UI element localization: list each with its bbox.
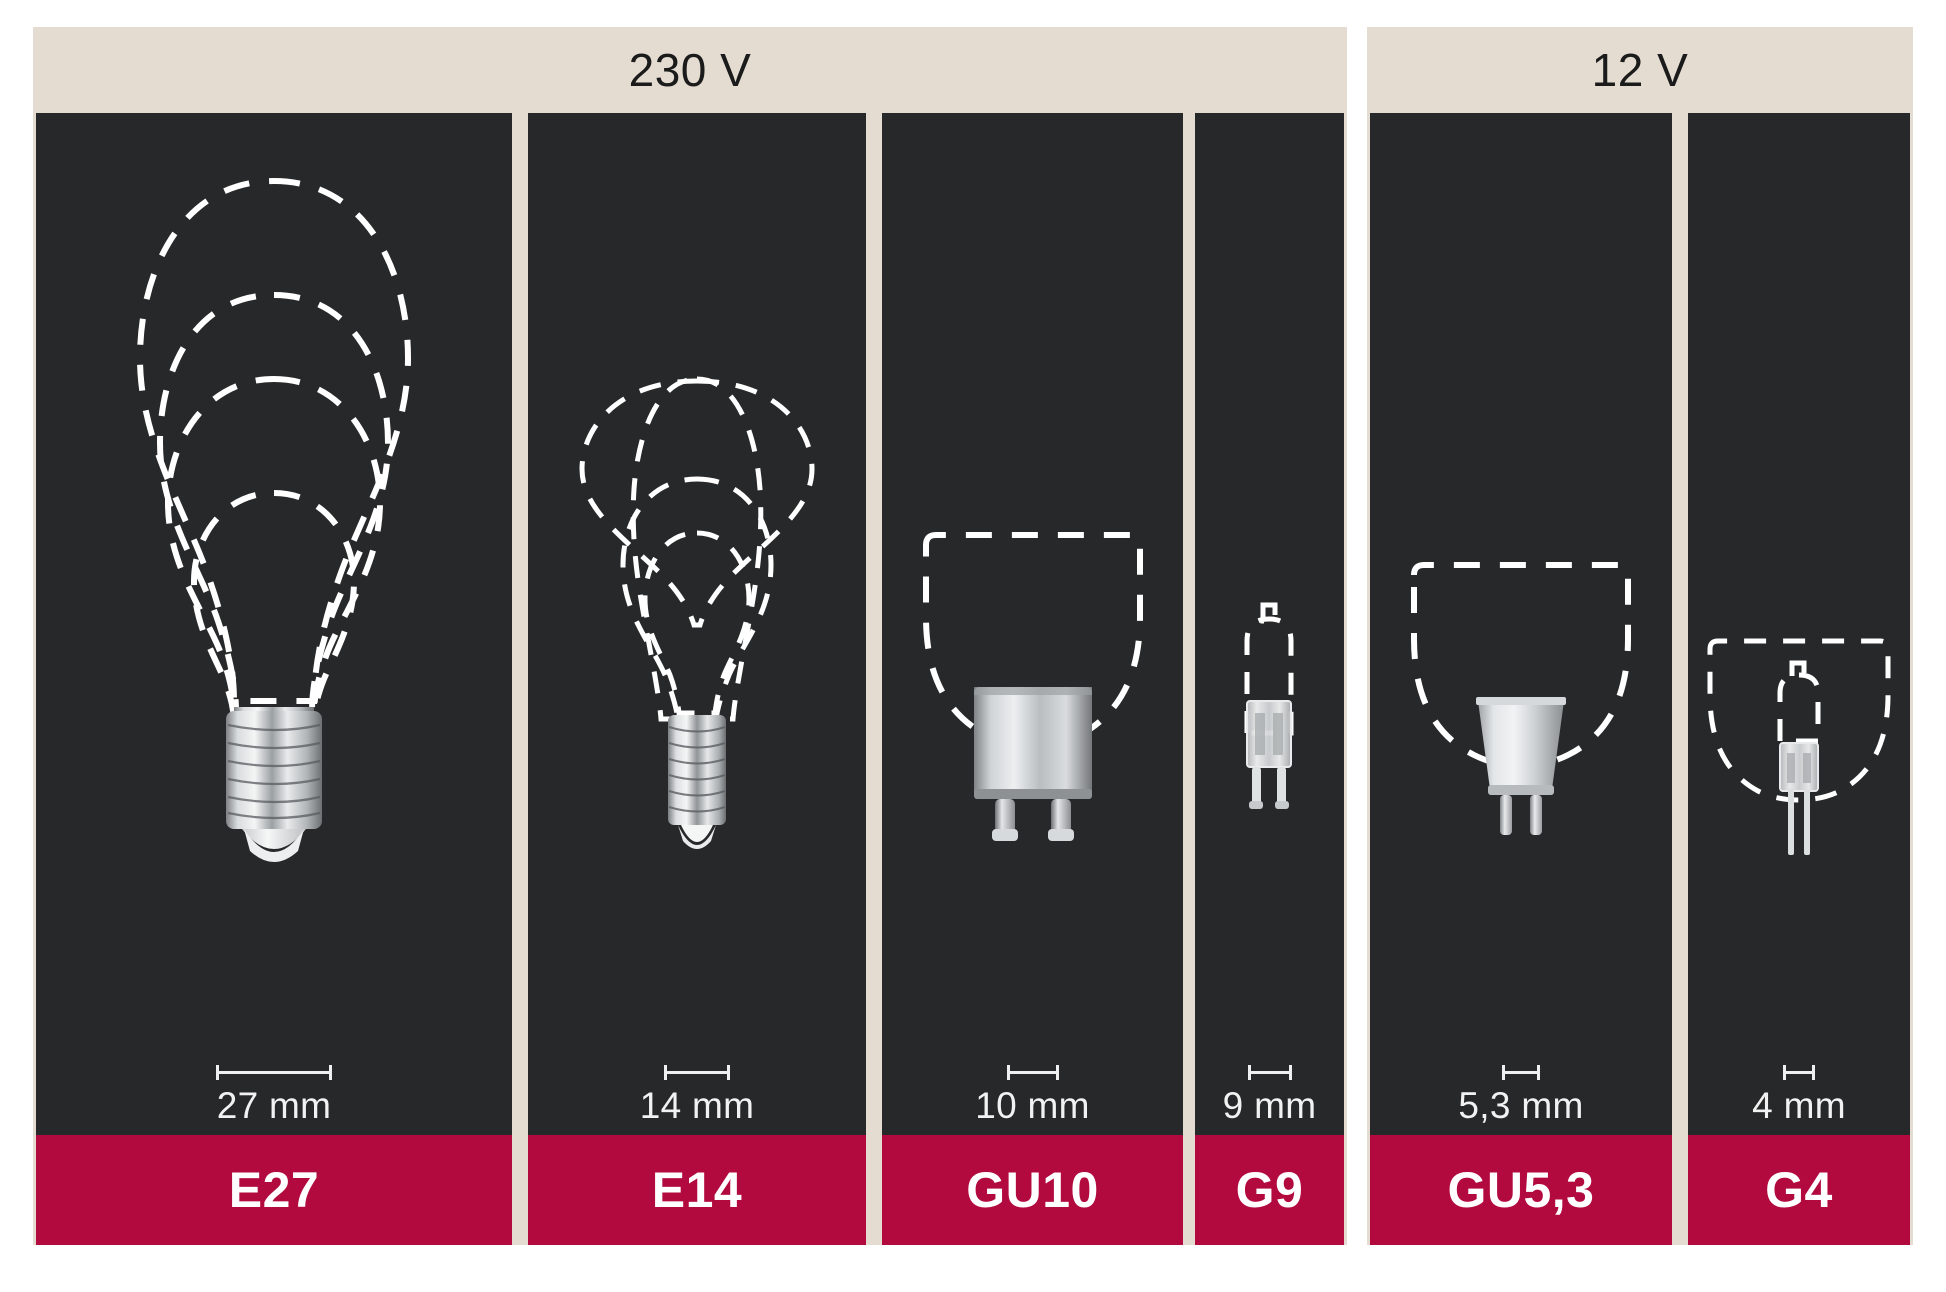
bulb-area-g9 — [1195, 113, 1344, 1135]
group-230v: 230 V — [33, 27, 1347, 1245]
column-e27[interactable]: 27 mm E27 — [36, 113, 512, 1245]
bulb-area-e14 — [528, 113, 866, 1135]
socket-label-gu10-text: GU10 — [966, 1162, 1099, 1218]
measure-label-g4: 4 mm — [1752, 1085, 1846, 1126]
group-230v-title: 230 V — [628, 44, 752, 96]
bulb-area-gu53 — [1370, 113, 1672, 1135]
socket-label-gu10[interactable]: GU10 — [882, 1135, 1183, 1245]
e14-metal-base-icon — [668, 715, 726, 849]
socket-label-g4[interactable]: G4 — [1688, 1135, 1910, 1245]
socket-label-e14-text: E14 — [651, 1162, 743, 1218]
socket-label-e14[interactable]: E14 — [528, 1135, 866, 1245]
column-gu53[interactable]: 5,3 mm GU5,3 — [1370, 113, 1672, 1245]
group-12v-title: 12 V — [1591, 44, 1689, 96]
measure-gu10: 10 mm — [882, 1065, 1183, 1127]
socket-label-g9[interactable]: G9 — [1195, 1135, 1344, 1245]
measure-e14: 14 mm — [528, 1065, 866, 1127]
capsule-bulb-g4-icon — [1707, 638, 1891, 803]
measure-label-e27: 27 mm — [216, 1085, 332, 1126]
socket-label-g4-text: G4 — [1765, 1162, 1833, 1218]
column-g4[interactable]: 4 mm G4 — [1688, 113, 1910, 1245]
gu10-metal-base-icon — [974, 687, 1092, 841]
measure-label-gu10: 10 mm — [975, 1085, 1090, 1126]
g4-glass-base-icon — [1779, 742, 1819, 855]
measure-bar-g9 — [1247, 1065, 1292, 1080]
measure-bar-g4 — [1783, 1065, 1815, 1080]
bulb-area-g4 — [1688, 113, 1910, 1135]
socket-label-e27[interactable]: E27 — [36, 1135, 512, 1245]
socket-label-gu53-text: GU5,3 — [1447, 1162, 1595, 1218]
socket-label-e27-text: E27 — [228, 1162, 320, 1218]
e27-metal-base-icon — [226, 707, 322, 862]
socket-label-gu53[interactable]: GU5,3 — [1370, 1135, 1672, 1245]
column-e14[interactable]: 14 mm E14 — [528, 113, 866, 1245]
reflector-bulb-gu53-icon — [1411, 562, 1631, 770]
bulb-area-e27 — [36, 113, 512, 1135]
column-gu10[interactable]: 10 mm GU10 — [882, 113, 1183, 1245]
group-12v-columns: 5,3 mm GU5,3 — [1367, 113, 1913, 1245]
measure-g9: 9 mm — [1195, 1065, 1344, 1127]
g9-glass-base-icon — [1246, 700, 1292, 809]
measure-bar-e14 — [664, 1065, 730, 1080]
measure-label-gu53: 5,3 mm — [1458, 1085, 1584, 1126]
socket-label-g9-text: G9 — [1235, 1162, 1304, 1218]
measure-bar-e27 — [216, 1065, 332, 1080]
bulb-area-gu10 — [882, 113, 1183, 1135]
measure-e27: 27 mm — [36, 1065, 512, 1127]
measure-g4: 4 mm — [1688, 1065, 1910, 1127]
measure-label-e14: 14 mm — [639, 1085, 755, 1126]
measure-bar-gu10 — [1006, 1065, 1059, 1080]
group-12v: 12 V — [1367, 27, 1913, 1245]
measure-bar-gu53 — [1502, 1065, 1540, 1080]
gu53-metal-base-icon — [1476, 697, 1566, 835]
measure-label-g9: 9 mm — [1222, 1085, 1317, 1126]
measure-gu53: 5,3 mm — [1370, 1065, 1672, 1127]
column-g9[interactable]: 9 mm G9 — [1195, 113, 1344, 1245]
group-230v-columns: 27 mm E27 — [33, 113, 1347, 1245]
capsule-bulb-g9-icon — [1244, 602, 1294, 736]
